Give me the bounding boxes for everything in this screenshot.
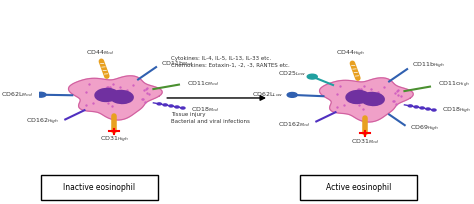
Text: CD62L$_{Mod}$: CD62L$_{Mod}$ — [0, 90, 33, 99]
Circle shape — [307, 74, 317, 79]
Text: CD11c$_{High}$: CD11c$_{High}$ — [438, 80, 470, 90]
Text: CD44$_{High}$: CD44$_{High}$ — [337, 49, 365, 59]
Circle shape — [175, 106, 179, 108]
FancyBboxPatch shape — [300, 175, 418, 200]
Text: CD69$_{High}$: CD69$_{High}$ — [410, 123, 438, 134]
Circle shape — [408, 105, 412, 107]
Circle shape — [414, 106, 419, 108]
Circle shape — [426, 108, 430, 110]
Text: Active eosinophil: Active eosinophil — [326, 183, 392, 192]
Text: CD11b$_{High}$: CD11b$_{High}$ — [412, 61, 445, 71]
Ellipse shape — [95, 89, 118, 101]
Circle shape — [163, 104, 167, 106]
Text: CD11b$_{Mod}$: CD11b$_{Mod}$ — [161, 59, 193, 68]
Polygon shape — [69, 76, 162, 120]
Text: Cytokines: IL-4, IL-5, IL-13, IL-33 etc.
Chemokines: Eotaxin-1, -2, -3, RANTES e: Cytokines: IL-4, IL-5, IL-13, IL-33 etc.… — [171, 55, 289, 68]
Circle shape — [420, 107, 424, 109]
Text: CD162$_{Mod}$: CD162$_{Mod}$ — [278, 120, 310, 129]
Text: CD44$_{Mod}$: CD44$_{Mod}$ — [86, 48, 114, 57]
Ellipse shape — [346, 90, 369, 103]
Ellipse shape — [110, 90, 133, 103]
Polygon shape — [319, 78, 413, 122]
Text: CD18$_{High}$: CD18$_{High}$ — [442, 106, 471, 116]
Circle shape — [36, 92, 46, 97]
FancyBboxPatch shape — [41, 175, 158, 200]
Ellipse shape — [361, 92, 384, 105]
Circle shape — [157, 103, 161, 105]
Text: CD25$_{Low}$: CD25$_{Low}$ — [278, 70, 306, 79]
Text: CD162$_{High}$: CD162$_{High}$ — [27, 117, 59, 127]
Text: CD62L$_{Low}$: CD62L$_{Low}$ — [253, 90, 284, 99]
Text: Tissue injury
Bacterial and viral infections: Tissue injury Bacterial and viral infect… — [171, 112, 249, 124]
Circle shape — [169, 105, 173, 107]
Text: CD31$_{High}$: CD31$_{High}$ — [100, 135, 128, 145]
Circle shape — [287, 92, 297, 97]
Text: Inactive eosinophil: Inactive eosinophil — [64, 183, 136, 192]
Text: CD11c$_{Mod}$: CD11c$_{Mod}$ — [187, 79, 219, 88]
Text: CD31$_{Mod}$: CD31$_{Mod}$ — [351, 137, 379, 146]
Circle shape — [181, 107, 185, 109]
Circle shape — [432, 109, 436, 111]
Text: CD18$_{Mod}$: CD18$_{Mod}$ — [191, 105, 219, 114]
